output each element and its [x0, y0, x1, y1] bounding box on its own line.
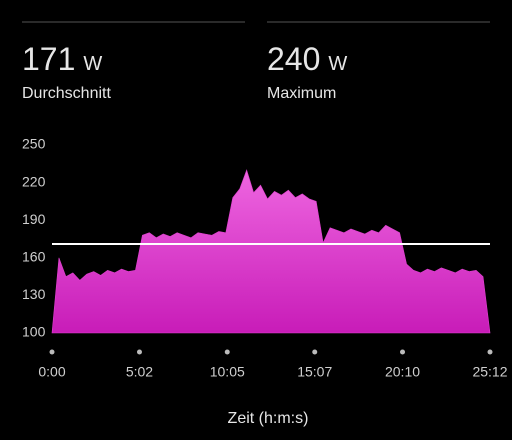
- stat-unit: W: [83, 53, 102, 75]
- stat-label: Maximum: [267, 85, 336, 102]
- stat-label: Durchschnitt: [22, 85, 111, 102]
- y-tick-label: 220: [22, 173, 46, 189]
- y-tick-label: 190: [22, 211, 46, 227]
- x-tick-dot: [224, 349, 230, 355]
- stat-value: 171 W: [22, 41, 102, 77]
- stat-unit: W: [328, 53, 347, 75]
- power-area: [51, 169, 491, 334]
- stat-number: 240: [267, 41, 320, 77]
- x-tick-label: 25:12: [472, 364, 507, 380]
- x-tick-dot: [136, 349, 142, 355]
- x-tick-label: 15:07: [297, 364, 332, 380]
- x-tick-label: 20:10: [385, 364, 420, 380]
- x-tick-label: 0:00: [38, 364, 65, 380]
- y-tick-label: 250: [22, 136, 46, 152]
- y-tick-label: 160: [22, 249, 46, 265]
- x-tick-dot: [312, 349, 318, 355]
- stat-value: 240 W: [267, 41, 347, 77]
- y-tick-label: 130: [22, 286, 46, 302]
- x-tick-dot: [49, 349, 55, 355]
- x-tick-label: 10:05: [210, 364, 245, 380]
- stat-number: 171: [22, 41, 75, 77]
- y-tick-label: 100: [22, 324, 46, 340]
- x-axis-label: Zeit (h:m:s): [228, 410, 309, 427]
- x-tick-dot: [487, 349, 493, 355]
- x-tick-dot: [400, 349, 406, 355]
- x-tick-label: 5:02: [126, 364, 153, 380]
